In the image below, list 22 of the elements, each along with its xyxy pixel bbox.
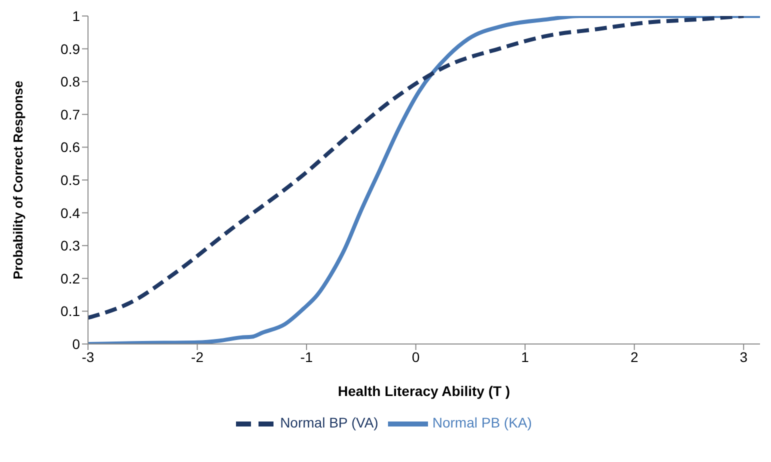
y-tick-label: 0.1 [60, 303, 80, 320]
y-axis-title: Probability of Correct Response [10, 80, 26, 280]
y-tick-label: 0.3 [60, 238, 80, 254]
y-tick-label: 0.2 [60, 270, 80, 286]
x-tick-label: 1 [521, 348, 530, 365]
y-tick-label: 0 [72, 336, 80, 352]
x-tick-label: -2 [191, 348, 204, 365]
x-tick-label: -1 [300, 348, 313, 365]
y-tick-label: 0.6 [60, 139, 80, 156]
legend-label: Normal BP (VA) [280, 414, 378, 431]
y-tick-label: 0.5 [60, 172, 80, 188]
x-tick-label: 2 [630, 348, 638, 365]
y-tick-label: 0.8 [60, 74, 80, 90]
x-tick-label: -3 [82, 348, 94, 365]
legend-label: Normal PB (KA) [432, 414, 532, 431]
x-tick-label: 3 [740, 348, 748, 365]
y-tick-label: 0.4 [60, 204, 80, 221]
y-tick-label: 1 [72, 8, 80, 24]
x-axis-title: Health Literacy Ability (T ) [338, 383, 510, 399]
y-tick-label: 0.9 [60, 40, 80, 57]
y-tick-label: 0.7 [60, 106, 80, 122]
x-tick-label: 0 [412, 348, 420, 365]
